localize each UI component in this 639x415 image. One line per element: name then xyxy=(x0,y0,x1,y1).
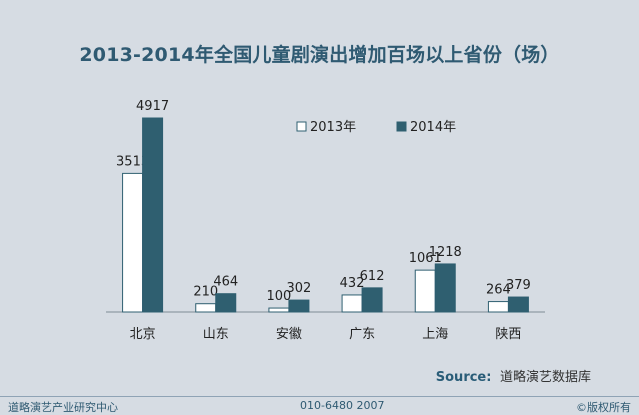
bar-2013-5 xyxy=(487,301,509,313)
footer-bar: 道略演艺产业研究中心 010-6480 2007 ©版权所有 xyxy=(0,396,639,415)
legend-label-0: 2013年 xyxy=(310,120,356,135)
bar-2013-4 xyxy=(414,269,436,313)
x-tick-label: 北京 xyxy=(130,327,156,342)
data-label-2013-4: 1061 xyxy=(409,251,442,266)
data-label-2013-3: 432 xyxy=(340,276,365,291)
data-label-2013-0: 3513 xyxy=(116,154,149,169)
chart-title: 2013-2014年全国儿童剧演出增加百场以上省份（场） xyxy=(79,44,560,66)
bar-2014-3 xyxy=(361,287,383,313)
data-label-2014-2: 302 xyxy=(287,281,312,296)
x-tick-label: 上海 xyxy=(422,327,448,342)
data-label-2014-4: 1218 xyxy=(429,245,462,260)
x-tick-label: 广东 xyxy=(349,327,375,342)
source-label: Source: xyxy=(435,370,492,385)
bar-2013-3 xyxy=(341,294,363,313)
footer-phone: 010-6480 2007 xyxy=(300,399,385,412)
bar-2014-4 xyxy=(434,263,456,313)
data-label-2014-5: 379 xyxy=(506,278,531,293)
x-tick-label: 安徽 xyxy=(276,327,302,342)
footer-copyright: ©版权所有 xyxy=(576,401,631,414)
bar-2014-5 xyxy=(507,296,529,313)
footer-organization: 道略演艺产业研究中心 xyxy=(8,401,118,414)
bar-2013-2 xyxy=(268,307,290,313)
data-label-2013-1: 210 xyxy=(193,285,218,300)
bar-2013-1 xyxy=(195,303,217,313)
data-label-2014-1: 464 xyxy=(213,275,238,290)
legend-label-1: 2014年 xyxy=(410,120,456,135)
bar-2014-1 xyxy=(215,293,237,313)
chart-legend: 2013年 2014年 xyxy=(296,120,456,135)
data-label-2013-5: 264 xyxy=(486,283,511,298)
data-label-2013-2: 100 xyxy=(267,289,292,304)
x-tick-label: 陕西 xyxy=(495,327,521,342)
data-label-2014-0: 4917 xyxy=(136,99,169,114)
bar-2014-2 xyxy=(288,299,310,313)
source-value: 道略演艺数据库 xyxy=(499,370,591,385)
x-tick-label: 山东 xyxy=(203,327,229,342)
bar-2013-0 xyxy=(122,172,144,313)
source-note: Source: 道略演艺数据库 xyxy=(436,366,591,385)
bar-2014-0 xyxy=(142,117,164,313)
legend-swatch-0 xyxy=(296,121,307,132)
data-label-2014-3: 612 xyxy=(360,269,385,284)
legend-swatch-1 xyxy=(396,121,407,132)
